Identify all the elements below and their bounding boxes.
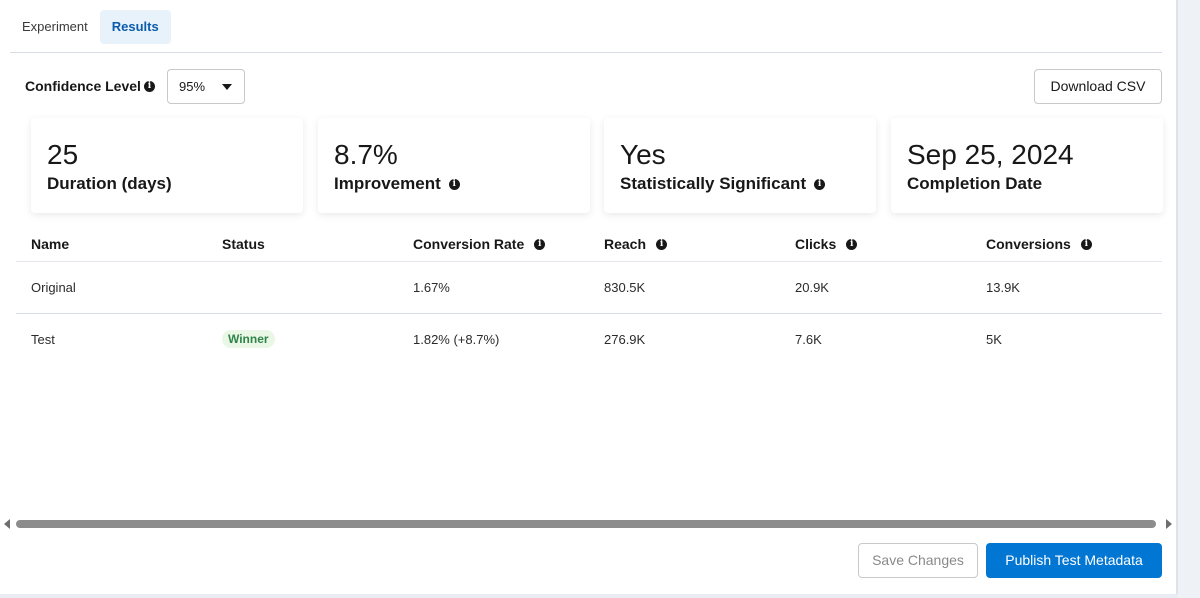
metric-value: 8.7% <box>334 139 398 170</box>
metric-label: Completion Date <box>907 174 1043 193</box>
arrow-left-icon[interactable] <box>4 519 10 529</box>
confidence-level-text: Confidence Level <box>25 78 141 94</box>
column-header-label: Conversion Rate <box>413 236 525 252</box>
column-header-status[interactable]: Status <box>222 236 265 252</box>
horizontal-scrollbar[interactable] <box>16 520 1156 528</box>
cell-clicks: 7.6K <box>795 332 822 347</box>
chevron-down-icon <box>222 84 232 90</box>
metric-value: Sep 25, 2024 <box>907 139 1074 170</box>
metric-card-completion: Sep 25, 2024 Completion Date <box>891 118 1163 213</box>
tabs-divider <box>10 52 1162 53</box>
confidence-level-value: 95% <box>179 79 206 94</box>
info-icon[interactable]: i <box>1080 238 1092 250</box>
column-header-label: Name <box>31 236 70 252</box>
metric-label: Improvement <box>334 174 441 193</box>
column-header-label: Status <box>222 236 265 252</box>
arrow-right-icon[interactable] <box>1166 519 1172 529</box>
cell-clicks: 20.9K <box>795 280 829 295</box>
info-icon[interactable]: i <box>814 178 826 190</box>
cell-conversion-rate: 1.67% <box>413 280 450 295</box>
metric-card-significance: Yes Statistically Significant i <box>604 118 876 213</box>
column-header-conversions[interactable]: Conversions i <box>986 236 1092 252</box>
table-row: Test Winner 1.82% (+8.7%) 276.9K 7.6K 5K <box>16 314 1162 366</box>
column-header-reach[interactable]: Reach i <box>604 236 668 252</box>
column-header-name[interactable]: Name <box>31 236 69 252</box>
metric-value: 25 <box>47 139 79 170</box>
column-header-label: Conversions <box>986 236 1071 252</box>
metric-label-row: Improvement i <box>334 174 574 194</box>
table-row: Original 1.67% 830.5K 20.9K 13.9K <box>16 262 1162 314</box>
column-header-clicks[interactable]: Clicks i <box>795 236 858 252</box>
results-table: Name Status Conversion Rate i Reach i Cl… <box>16 226 1162 366</box>
cell-name: Test <box>31 332 55 347</box>
table-header: Name Status Conversion Rate i Reach i Cl… <box>16 226 1162 262</box>
cell-reach: 830.5K <box>604 280 646 295</box>
metric-label: Duration (days) <box>47 174 172 193</box>
confidence-level-select[interactable]: 95% <box>167 69 245 104</box>
metric-label-row: Completion Date <box>907 174 1147 194</box>
results-panel: Experiment Results Confidence Level i 95… <box>0 0 1178 594</box>
download-csv-button[interactable]: Download CSV <box>1034 69 1162 104</box>
info-icon[interactable]: i <box>846 238 858 250</box>
winner-badge: Winner <box>222 330 275 348</box>
info-icon[interactable]: i <box>143 80 155 92</box>
metric-card-improvement: 8.7% Improvement i <box>318 118 590 213</box>
cell-conversions: 5K <box>986 332 1002 347</box>
cell-conversion-rate: 1.82% (+8.7%) <box>413 332 500 347</box>
metric-value: Yes <box>620 139 666 170</box>
tab-results[interactable]: Results <box>99 10 171 44</box>
metric-label-row: Duration (days) <box>47 174 287 194</box>
info-icon[interactable]: i <box>448 178 460 190</box>
column-header-label: Clicks <box>795 236 837 252</box>
confidence-level-label: Confidence Level i <box>25 78 155 94</box>
cell-name: Original <box>31 280 76 295</box>
metric-label: Statistically Significant <box>620 174 807 193</box>
tab-experiment[interactable]: Experiment <box>22 19 88 34</box>
tab-bar: Experiment Results <box>10 10 171 44</box>
metric-card-duration: 25 Duration (days) <box>31 118 303 213</box>
page-background <box>1178 0 1200 598</box>
info-icon[interactable]: i <box>656 238 668 250</box>
cell-conversions: 13.9K <box>986 280 1020 295</box>
info-icon[interactable]: i <box>534 238 546 250</box>
publish-test-metadata-button[interactable]: Publish Test Metadata <box>986 543 1162 578</box>
column-header-label: Reach <box>604 236 647 252</box>
metric-label-row: Statistically Significant i <box>620 174 860 194</box>
cell-reach: 276.9K <box>604 332 646 347</box>
save-changes-button[interactable]: Save Changes <box>858 543 978 578</box>
column-header-conversion-rate[interactable]: Conversion Rate i <box>413 236 546 252</box>
